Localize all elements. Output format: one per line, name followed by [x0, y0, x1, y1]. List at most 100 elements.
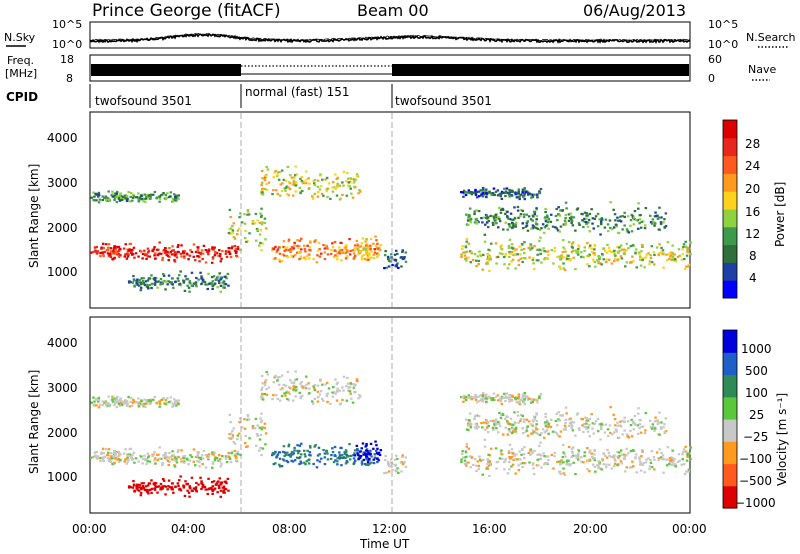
velocity-cell	[307, 382, 310, 385]
velocity-cell	[486, 462, 489, 465]
power-cell	[255, 227, 259, 231]
power-cell	[348, 253, 352, 256]
velocity-cell	[514, 426, 518, 429]
velocity-cell	[222, 489, 225, 492]
power-cell	[127, 280, 131, 283]
velocity-cell	[217, 484, 221, 487]
power-cell	[260, 214, 263, 217]
power-cell	[246, 210, 250, 213]
velocity-cell	[152, 398, 155, 401]
power-cb-tick-20: 20	[745, 182, 760, 196]
velocity-cell	[519, 398, 523, 401]
velocity-cell	[532, 415, 536, 418]
velocity-cell	[260, 394, 264, 398]
power-cell	[577, 251, 580, 254]
velocity-cell	[303, 453, 307, 456]
power-cell	[503, 187, 506, 190]
power-cell	[685, 265, 688, 268]
power-cell	[518, 245, 521, 248]
power-cell	[474, 209, 478, 212]
power-cell	[313, 240, 316, 243]
velocity-cell	[147, 456, 150, 459]
power-cell	[618, 249, 621, 253]
power-cell	[614, 219, 617, 222]
power-cell	[639, 255, 642, 258]
power-cell	[485, 221, 489, 224]
vel-cb-tick-1000: 1000	[741, 342, 772, 356]
power-cell	[156, 248, 159, 251]
velocity-cell	[544, 421, 547, 424]
power-cell	[489, 192, 493, 195]
power-cell	[182, 252, 186, 255]
power-cell	[510, 251, 514, 254]
velocity-cell	[294, 395, 297, 398]
xtick-2: 08:00	[272, 522, 307, 536]
velocity-cell	[543, 455, 546, 458]
power-cell	[143, 283, 147, 287]
velocity-cell	[164, 403, 168, 406]
velocity-cell	[139, 491, 143, 494]
velocity-cell	[168, 486, 172, 489]
velocity-cell	[529, 423, 533, 426]
velocity-cell	[296, 449, 299, 452]
velocity-cell	[264, 432, 268, 435]
velocity-cell	[515, 397, 519, 400]
velocity-cell	[229, 421, 232, 424]
velocity-cell	[491, 426, 495, 429]
velocity-cell	[662, 471, 665, 474]
velocity-cell	[137, 460, 140, 463]
power-cell	[316, 254, 319, 257]
velocity-cell	[171, 450, 174, 453]
power-cell	[634, 248, 638, 251]
velocity-cell	[485, 401, 488, 404]
velocity-cell	[307, 459, 310, 462]
velocity-cell	[644, 429, 647, 432]
power-cell	[593, 217, 597, 220]
velocity-cell	[359, 455, 362, 458]
velocity-cell	[294, 389, 297, 392]
velocity-cell	[613, 454, 616, 457]
power-cell	[194, 284, 198, 287]
power-cell	[142, 277, 145, 280]
velocity-cell	[222, 491, 225, 494]
power-cell	[591, 217, 595, 220]
power-cell	[303, 244, 306, 247]
velocity-cell	[153, 488, 157, 491]
power-cell	[140, 194, 143, 197]
power-cell	[179, 252, 183, 255]
power-cell	[615, 225, 618, 228]
velocity-cell	[233, 442, 237, 445]
velocity-cell	[649, 426, 653, 429]
velocity-cell	[317, 395, 320, 399]
power-cell	[251, 222, 255, 225]
velocity-cell	[627, 452, 630, 455]
velocity-cell	[612, 413, 615, 416]
power-cell	[304, 258, 307, 261]
power-cell	[463, 254, 467, 257]
power-cell	[170, 253, 174, 256]
power-cell	[245, 240, 248, 243]
velocity-cell	[158, 405, 161, 408]
velocity-cell	[261, 426, 264, 429]
power-cell	[513, 217, 517, 220]
velocity-cell	[583, 451, 586, 454]
velocity-cell	[368, 458, 371, 461]
velocity-cell	[199, 456, 202, 459]
power-cell	[593, 243, 596, 247]
velocity-cell	[261, 447, 265, 450]
power-cell	[254, 212, 258, 215]
velocity-cell	[631, 460, 634, 463]
velocity-cell	[645, 458, 648, 461]
velocity-cell	[513, 458, 517, 461]
power-cell	[147, 277, 151, 280]
velocity-cell	[671, 457, 674, 460]
power-cell	[300, 257, 303, 260]
power-cell	[620, 257, 624, 260]
velocity-cell	[496, 394, 500, 397]
power-cell	[172, 249, 175, 252]
power-cell	[630, 230, 634, 233]
power-cell	[554, 214, 558, 218]
power-cell	[505, 215, 509, 218]
